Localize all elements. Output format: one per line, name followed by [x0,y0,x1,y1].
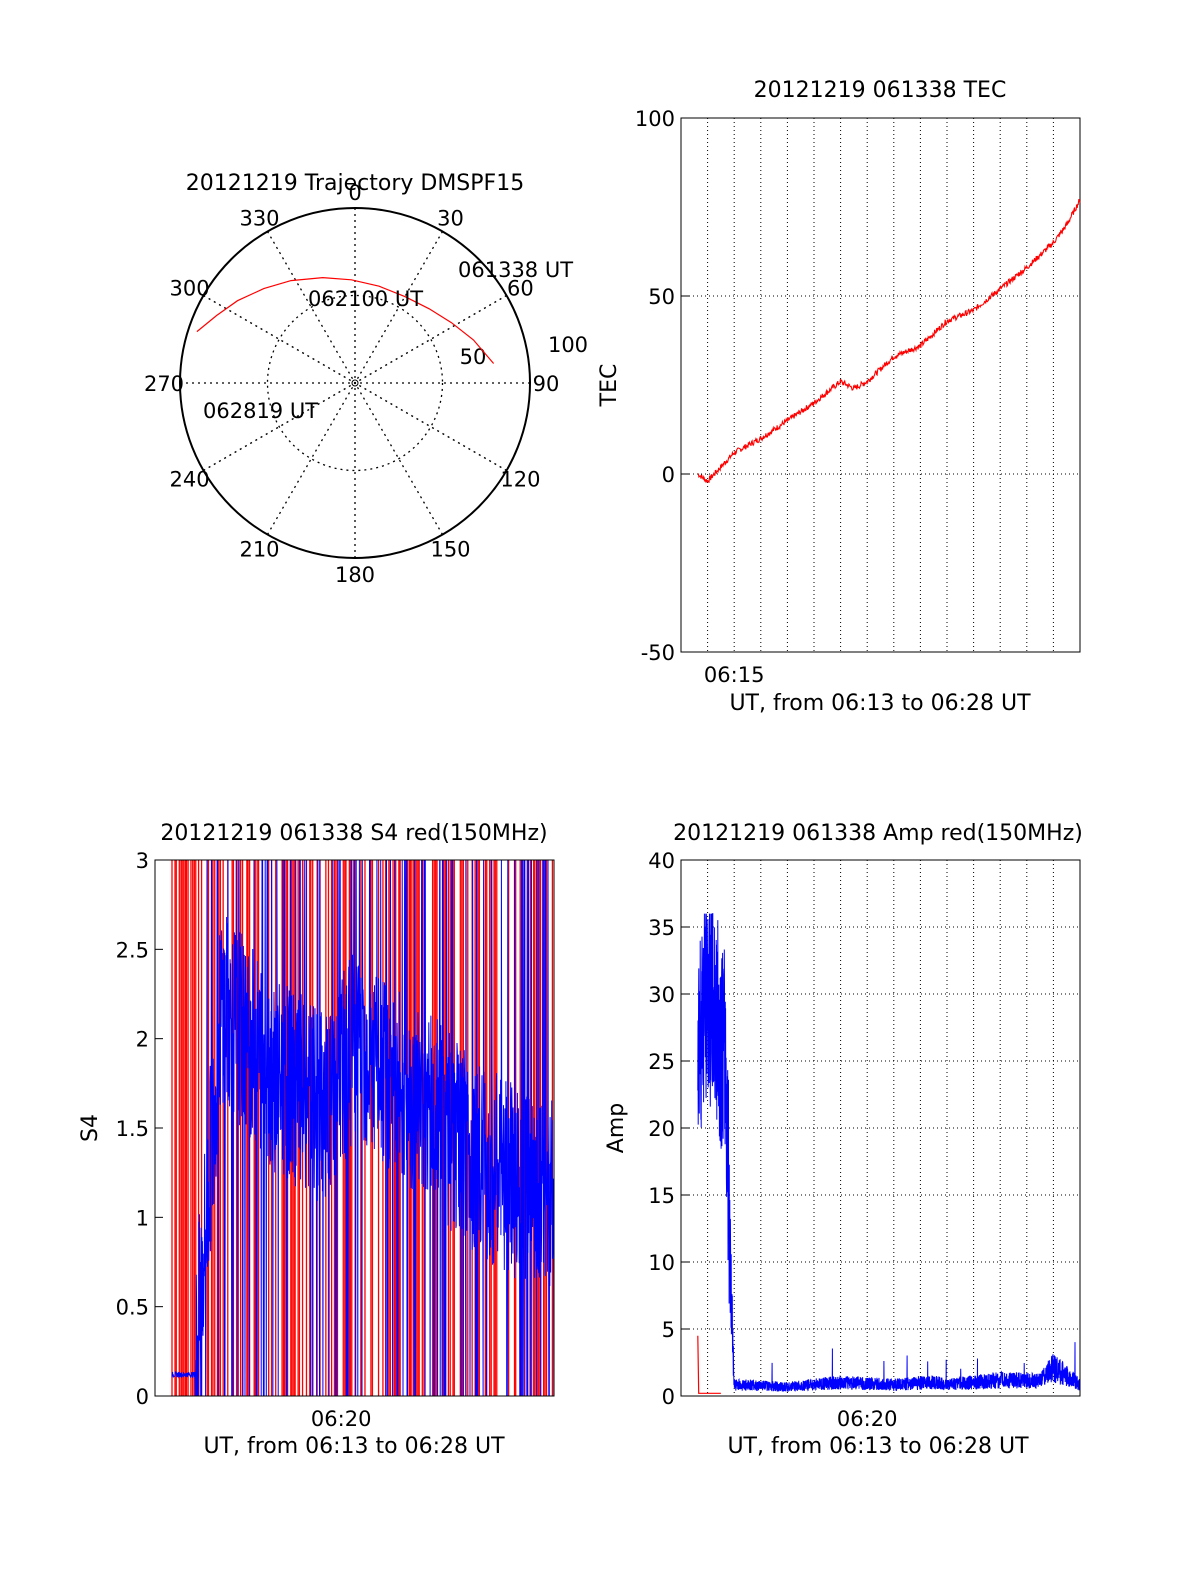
x-tick-label: 06:15 [704,663,765,687]
y-tick-label: 0 [136,1385,149,1409]
polar-azimuth-label: 120 [500,468,540,492]
tec-panel: 20121219 061338 TEC -50 0 50 100 06:15 UT, … [597,78,1081,716]
y-tick-label: 2 [136,1028,149,1052]
y-tick-label: 35 [648,916,675,940]
y-tick-label: 10 [648,1251,675,1275]
y-tick-label: -50 [641,641,675,665]
tec-line [697,198,1081,484]
polar-azimuth-label: 180 [335,563,375,587]
s4-x-axis-label: UT, from 06:13 to 06:28 UT [203,1434,505,1459]
y-tick-label: 0 [662,1385,675,1409]
polar-azimuth-label: 300 [170,277,210,301]
x-tick-label: 06:20 [311,1407,372,1431]
polar-trajectory-series [196,276,495,364]
s4-blue-line [171,859,555,1397]
polar-azimuth-labels: 0 30 60 90 120 150 180 210 240 270 300 330 [144,181,559,587]
amp-plot-frame [680,859,1081,1397]
y-tick-label: 1.5 [116,1117,149,1141]
polar-trajectory-line [196,276,495,364]
tec-y-tick-labels: -50 0 50 100 [635,107,689,665]
amp-x-axis-label: UT, from 06:13 to 06:28 UT [727,1434,1029,1459]
x-tick-label: 06:20 [837,1407,898,1431]
polar-azimuth-label: 210 [239,537,279,561]
y-tick-label: 15 [648,1184,675,1208]
polar-panel: 20121219 Trajectory DMSPF15 0 30 60 90 120 15… [144,171,588,587]
polar-grid [180,208,530,558]
amp-y-axis-label: Amp [604,1103,629,1153]
polar-radius-label-50: 50 [460,345,487,369]
y-tick-label: 2.5 [116,938,149,962]
amp-red-line [697,1335,721,1394]
polar-center-mark [351,379,359,387]
amp-panel: 20121219 061338 Amp red(150MHz) 0 5 10 15 20… [604,821,1083,1459]
polar-azimuth-label: 90 [533,372,560,396]
y-tick-label: 5 [662,1318,675,1342]
polar-annotation-start: 061338 UT [458,258,573,282]
polar-azimuth-label: 150 [430,537,470,561]
tec-x-tick-labels: 06:15 [704,663,765,687]
tec-title: 20121219 061338 TEC [754,78,1007,103]
s4-title: 20121219 061338 S4 red(150MHz) [160,821,547,846]
amp-series [697,913,1081,1394]
y-tick-label: 1 [136,1206,149,1230]
polar-azimuth-label: 330 [239,207,279,231]
y-tick-label: 100 [635,107,675,131]
amp-grid [681,860,1080,1396]
polar-title: 20121219 Trajectory DMSPF15 [186,171,524,196]
tec-y-axis-label: TEC [597,364,622,408]
polar-ring-50 [266,294,444,472]
polar-outer-circle [179,207,531,559]
polar-spoke [266,231,444,535]
polar-annotation-end: 062819 UT [203,399,318,423]
s4-x-tick-labels: 06:20 [311,1407,372,1431]
y-tick-label: 20 [648,1117,675,1141]
tec-series [697,198,1081,484]
y-tick-label: 30 [648,983,675,1007]
y-tick-label: 0 [662,463,675,487]
polar-azimuth-label: 60 [507,277,534,301]
polar-radius-label-100: 100 [548,333,588,357]
polar-azimuth-label: 30 [437,207,464,231]
y-tick-label: 0.5 [116,1296,149,1320]
tec-x-axis-label: UT, from 06:13 to 06:28 UT [729,691,1031,716]
y-tick-label: 40 [648,849,675,873]
polar-azimuth-label: 0 [348,181,361,205]
y-tick-label: 3 [136,849,149,873]
amp-blue-line [697,913,1081,1392]
polar-azimuth-label: 270 [144,372,184,396]
amp-x-tick-labels: 06:20 [837,1407,898,1431]
s4-panel: 20121219 061338 S4 red(150MHz) 0 0.5 1 1.5 2… [78,821,555,1459]
y-tick-label: 50 [648,285,675,309]
polar-azimuth-label: 240 [170,468,210,492]
tec-grid [681,118,1080,652]
amp-title: 20121219 061338 Amp red(150MHz) [673,821,1083,846]
y-tick-label: 25 [648,1050,675,1074]
s4-series [171,859,555,1397]
s4-y-tick-labels: 0 0.5 1 1.5 2 2.5 3 [116,849,163,1409]
polar-annotation-mid: 062100 UT [308,287,423,311]
amp-y-tick-labels: 0 5 10 15 20 25 30 35 40 [648,849,689,1409]
s4-y-axis-label: S4 [78,1114,103,1142]
tec-plot-frame [680,117,1081,653]
